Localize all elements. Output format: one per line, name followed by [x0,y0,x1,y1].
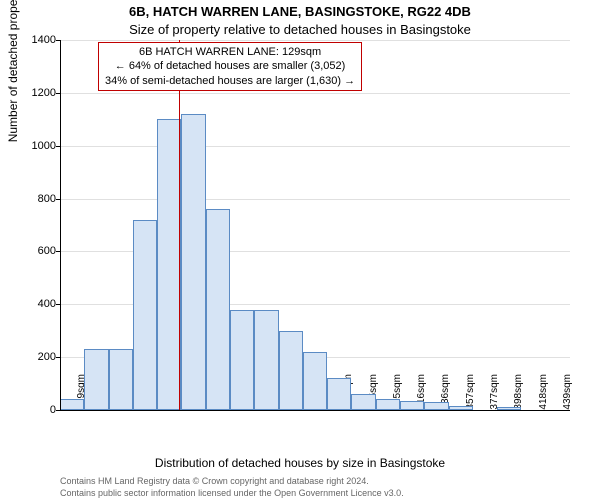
title-address: 6B, HATCH WARREN LANE, BASINGSTOKE, RG22… [0,4,600,19]
grid-line [60,199,570,200]
y-axis-label: Number of detached properties [6,0,20,142]
grid-line [60,146,570,147]
histogram-bar [327,378,351,410]
footer-copyright: Contains HM Land Registry data © Crown c… [60,476,369,486]
y-tick-label: 600 [16,245,56,257]
histogram-bar [206,209,230,410]
y-tick-label: 400 [16,298,56,310]
y-tick-label: 800 [16,193,56,205]
info-line-larger: 34% of semi-detached houses are larger (… [105,74,355,88]
y-tick-label: 1000 [16,140,56,152]
x-axis-label: Distribution of detached houses by size … [0,456,600,470]
y-tick-label: 200 [16,351,56,363]
histogram-bar [376,399,400,410]
y-axis [60,40,61,410]
y-tick-label: 1200 [16,87,56,99]
plot-area [60,40,570,410]
histogram-bar [109,349,133,410]
histogram-bar [279,331,303,410]
footer-licence: Contains public sector information licen… [60,488,404,498]
grid-line [60,93,570,94]
histogram-bar [181,114,205,410]
y-tick-label: 1400 [16,34,56,46]
info-line-property: 6B HATCH WARREN LANE: 129sqm [105,45,355,59]
histogram-bar [400,401,424,410]
histogram-bar [303,352,327,410]
title-description: Size of property relative to detached ho… [0,22,600,37]
histogram-bar [60,399,84,410]
histogram-bar [351,394,375,410]
histogram-bar [230,310,254,410]
y-tick-label: 0 [16,404,56,416]
histogram-bar [133,220,157,410]
chart-container: 6B, HATCH WARREN LANE, BASINGSTOKE, RG22… [0,0,600,500]
x-axis [60,410,570,411]
grid-line [60,40,570,41]
info-line-smaller: ← 64% of detached houses are smaller (3,… [105,59,355,73]
info-callout-box: 6B HATCH WARREN LANE: 129sqm ← 64% of de… [98,42,362,91]
x-tick-label: 418sqm [538,374,549,414]
x-tick-label: 439sqm [562,374,573,414]
histogram-bar [84,349,108,410]
histogram-bar [254,310,278,410]
histogram-bar [424,402,448,410]
reference-line [179,40,180,410]
